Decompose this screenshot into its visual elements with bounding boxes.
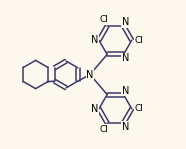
Text: N: N <box>86 69 94 80</box>
Text: Cl: Cl <box>99 15 108 24</box>
Text: N: N <box>122 122 129 132</box>
Text: N: N <box>91 35 98 45</box>
Text: Cl: Cl <box>99 125 108 134</box>
Text: N: N <box>122 86 129 96</box>
Text: Cl: Cl <box>134 36 143 45</box>
Text: N: N <box>91 104 98 114</box>
Text: N: N <box>122 53 129 63</box>
Text: Cl: Cl <box>134 104 143 113</box>
Text: N: N <box>122 17 129 27</box>
